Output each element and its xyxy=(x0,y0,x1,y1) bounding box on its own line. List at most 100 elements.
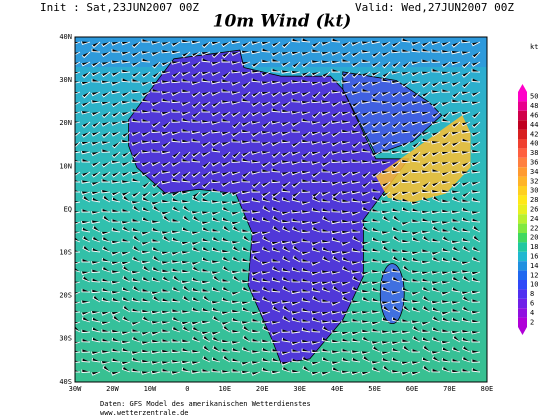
wind-barb xyxy=(161,310,171,315)
wind-barb xyxy=(161,150,171,155)
wind-barb xyxy=(251,78,261,83)
wind-barb xyxy=(301,201,311,205)
wind-barb xyxy=(271,51,281,57)
wind-barb xyxy=(400,361,411,366)
wind-barb xyxy=(341,80,351,84)
wind-barb xyxy=(271,179,281,184)
wind-barb xyxy=(341,348,351,353)
wind-barb xyxy=(75,231,81,234)
colorbar-label: 26 xyxy=(530,206,538,214)
colorbar-label: 34 xyxy=(530,168,538,176)
wind-barb xyxy=(191,241,201,246)
wind-barb xyxy=(92,295,101,303)
wind-barb xyxy=(311,261,321,266)
wind-barb xyxy=(261,181,271,188)
wind-barb xyxy=(211,148,221,153)
wind-barb xyxy=(101,350,111,354)
wind-barb xyxy=(271,320,281,325)
wind-barb xyxy=(241,81,251,89)
wind-barb xyxy=(411,251,421,256)
wind-barb xyxy=(261,48,271,53)
wind-barb xyxy=(221,131,231,136)
wind-barb xyxy=(141,359,151,364)
wind-barb xyxy=(141,341,151,345)
wind-barb xyxy=(461,171,471,175)
wind-barb xyxy=(202,335,211,343)
wind-barb xyxy=(290,301,301,306)
wind-barb xyxy=(371,341,381,345)
wind-barb xyxy=(221,249,231,254)
wind-barb xyxy=(211,300,221,305)
wind-barb xyxy=(211,286,221,293)
wind-barb xyxy=(191,266,201,273)
wind-barb xyxy=(141,216,151,223)
wind-barb xyxy=(91,289,101,294)
wind-barb xyxy=(381,149,390,153)
wind-barb xyxy=(321,270,331,274)
wind-barb xyxy=(151,129,161,133)
wind-barb xyxy=(251,120,261,125)
wind-barb xyxy=(431,286,441,293)
wind-barb xyxy=(361,191,371,196)
wind-barb xyxy=(381,330,391,334)
valid-time: Valid: Wed,27JUN2007 00Z xyxy=(355,1,514,14)
wind-barb xyxy=(131,357,141,363)
wind-barb xyxy=(322,256,331,263)
wind-barb xyxy=(460,91,471,96)
wind-barb xyxy=(231,191,241,197)
wind-barb xyxy=(141,250,151,255)
wind-barb xyxy=(421,249,431,253)
wind-barb xyxy=(441,141,451,148)
wind-barb xyxy=(451,270,461,275)
wind-barb xyxy=(441,329,451,333)
wind-barb xyxy=(211,80,221,85)
wind-barb xyxy=(321,161,331,167)
wind-barb xyxy=(121,171,131,177)
wind-barb xyxy=(251,171,261,175)
wind-barb xyxy=(351,171,361,176)
wind-barb xyxy=(311,246,321,253)
wind-barb xyxy=(310,371,321,376)
wind-barb xyxy=(440,221,451,225)
wind-barb xyxy=(331,280,341,285)
wind-barb xyxy=(461,61,471,69)
wind-barb xyxy=(161,80,171,84)
wind-barb xyxy=(171,161,181,167)
wind-barb xyxy=(301,131,311,138)
wind-barb xyxy=(391,80,401,85)
wind-barb xyxy=(242,325,251,333)
wind-barb xyxy=(211,179,221,184)
wind-barb xyxy=(471,350,481,354)
wind-barb xyxy=(291,191,301,199)
wind-barb xyxy=(291,141,301,148)
wind-barb xyxy=(361,181,371,189)
wind-barb xyxy=(301,210,311,214)
wind-barb xyxy=(381,351,391,356)
wind-barb xyxy=(292,255,301,263)
wind-barb xyxy=(421,71,431,76)
wind-barb xyxy=(461,181,471,187)
wind-barb xyxy=(121,41,131,46)
colorbar-swatch xyxy=(518,139,527,149)
colorbar-swatch xyxy=(518,298,527,309)
wind-barb xyxy=(161,170,171,174)
wind-barb xyxy=(461,317,471,323)
wind-barb xyxy=(75,159,81,163)
wind-barb xyxy=(111,270,121,274)
wind-barb xyxy=(101,41,111,48)
wind-barb xyxy=(191,91,201,98)
wind-barb xyxy=(311,341,321,345)
wind-barb xyxy=(191,181,201,188)
wind-barb xyxy=(221,191,231,197)
wind-barb xyxy=(301,220,311,225)
wind-barb xyxy=(272,215,281,223)
wind-barb xyxy=(451,358,461,363)
wind-barb xyxy=(241,158,251,163)
wind-barb xyxy=(361,289,371,294)
wind-barb xyxy=(221,71,231,79)
wind-barb xyxy=(471,368,481,373)
wind-barb xyxy=(230,201,241,205)
wind-barb xyxy=(382,305,391,313)
wind-barb xyxy=(411,231,421,236)
wind-barb xyxy=(401,38,411,43)
